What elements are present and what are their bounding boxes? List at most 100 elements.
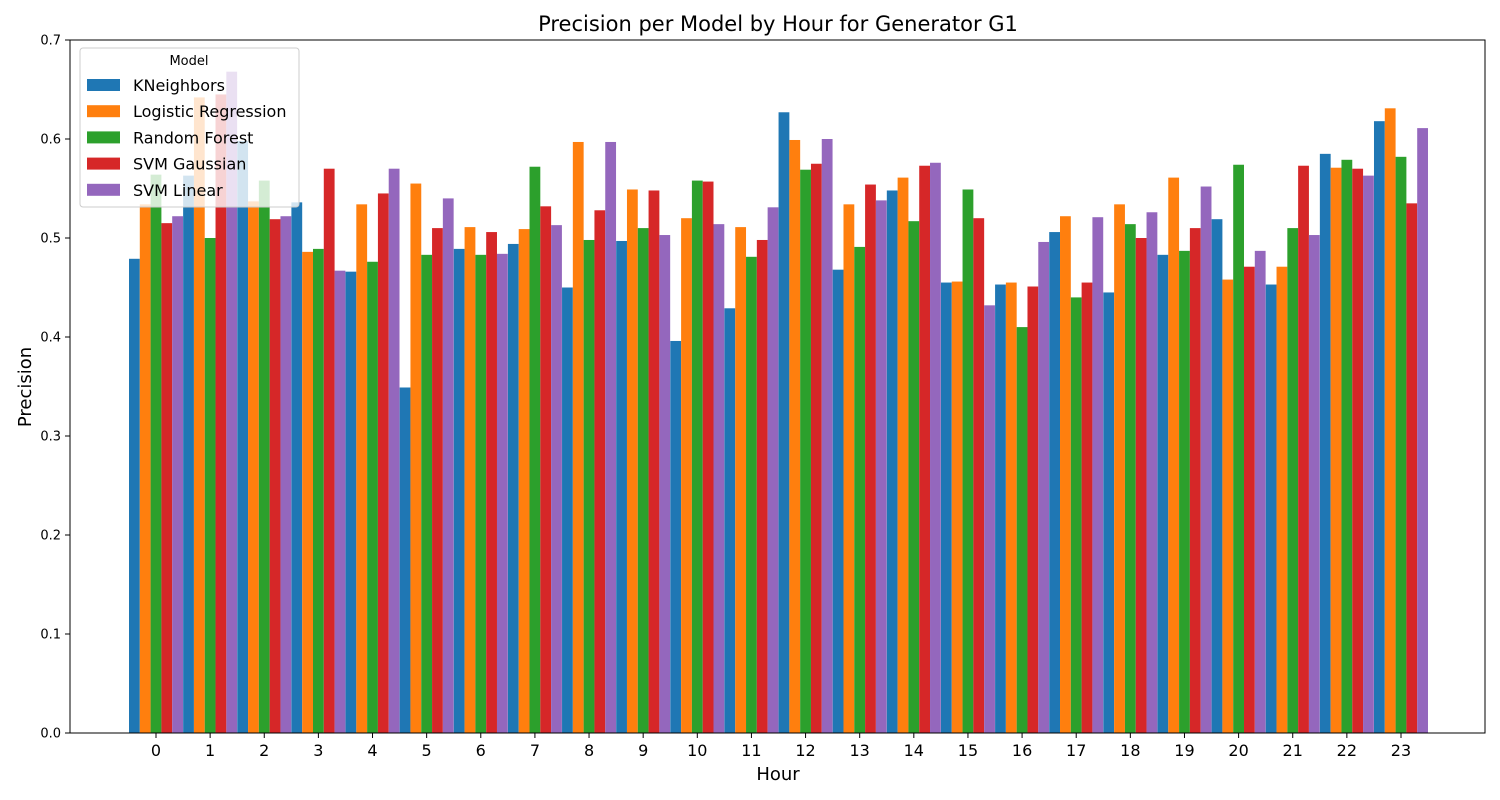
bar-svm-gaussian-hour-18 <box>1135 238 1147 733</box>
bar-logistic-regression-hour-4 <box>356 204 368 734</box>
bar-random-forest-hour-23 <box>1395 156 1407 733</box>
bar-svm-gaussian-hour-1 <box>215 94 227 733</box>
bar-svm-linear-hour-8 <box>605 141 617 734</box>
bar-random-forest-hour-20 <box>1233 164 1244 734</box>
y-tick-label: 0.4 <box>40 331 61 346</box>
bar-logistic-regression-hour-21 <box>1276 266 1288 733</box>
legend-label: SVM Gaussian <box>133 155 246 174</box>
legend-swatch <box>87 157 120 170</box>
bar-logistic-regression-hour-20 <box>1222 279 1234 733</box>
bar-svm-linear-hour-5 <box>442 198 454 733</box>
x-axis-label: Hour <box>756 764 800 785</box>
bar-svm-gaussian-hour-6 <box>486 232 497 733</box>
bar-svm-gaussian-hour-14 <box>919 165 931 734</box>
x-tick-label: 18 <box>1120 741 1140 760</box>
bar-random-forest-hour-1 <box>204 238 216 733</box>
bar-random-forest-hour-12 <box>800 169 811 733</box>
legend-label: Logistic Regression <box>133 102 286 121</box>
bar-svm-gaussian-hour-20 <box>1244 266 1255 733</box>
bar-svm-linear-hour-18 <box>1146 212 1158 733</box>
bar-svm-linear-hour-3 <box>334 270 346 733</box>
x-tick-label: 4 <box>367 741 377 760</box>
bar-svm-gaussian-hour-11 <box>756 239 768 734</box>
bar-svm-gaussian-hour-15 <box>973 218 985 733</box>
x-tick-label: 1 <box>205 741 215 760</box>
x-tick-label: 15 <box>958 741 978 760</box>
bar-svm-linear-hour-17 <box>1092 217 1104 733</box>
x-tick-label: 14 <box>904 741 924 760</box>
y-axis-label: Precision <box>15 347 36 427</box>
bar-svm-gaussian-hour-23 <box>1406 203 1418 734</box>
bar-svm-linear-hour-12 <box>821 139 833 733</box>
legend-swatch <box>87 183 120 196</box>
legend-swatch <box>87 105 120 118</box>
bar-logistic-regression-hour-11 <box>735 227 747 734</box>
bar-svm-linear-hour-19 <box>1200 186 1212 733</box>
legend-items: KNeighbors Logistic Regression Random Fore… <box>87 76 286 200</box>
bar-kneighbors-hour-22 <box>1319 153 1331 734</box>
bar-kneighbors-hour-18 <box>1103 292 1115 733</box>
bar-svm-linear-hour-10 <box>713 224 725 733</box>
bar-svm-gaussian-hour-22 <box>1352 168 1364 733</box>
bar-svm-linear-hour-11 <box>767 207 779 733</box>
y-tick-label: 0.3 <box>40 430 61 445</box>
bar-logistic-regression-hour-16 <box>1005 282 1017 733</box>
bar-logistic-regression-hour-22 <box>1330 167 1342 733</box>
bar-random-forest-hour-14 <box>908 221 920 734</box>
bar-random-forest-hour-21 <box>1287 228 1299 733</box>
bar-svm-linear-hour-6 <box>496 253 508 733</box>
bar-logistic-regression-hour-8 <box>572 141 584 734</box>
x-tick-label: 23 <box>1391 741 1411 760</box>
legend-box <box>79 47 300 208</box>
bar-svm-linear-hour-9 <box>659 235 671 733</box>
bar-logistic-regression-hour-14 <box>897 177 909 734</box>
x-tick-label: 3 <box>313 741 323 760</box>
bar-svm-gaussian-hour-7 <box>540 206 552 733</box>
bar-kneighbors-hour-11 <box>724 308 736 733</box>
bar-svm-linear-hour-4 <box>388 168 400 733</box>
bar-logistic-regression-hour-19 <box>1168 177 1180 734</box>
bar-kneighbors-hour-23 <box>1373 121 1385 734</box>
legend-label: KNeighbors <box>133 76 225 95</box>
y-tick-label: 0.5 <box>40 232 61 247</box>
x-tick-label: 22 <box>1337 741 1357 760</box>
legend-title: Model <box>169 54 208 69</box>
x-tick-label: 21 <box>1283 741 1303 760</box>
bar-svm-linear-hour-14 <box>930 162 941 733</box>
bar-random-forest-hour-16 <box>1016 327 1028 733</box>
legend-label: Random Forest <box>133 128 253 147</box>
bar-kneighbors-hour-2 <box>237 140 249 734</box>
bar-svm-linear-hour-22 <box>1363 175 1374 733</box>
bar-svm-gaussian-hour-8 <box>594 210 606 733</box>
bar-logistic-regression-hour-1 <box>193 97 205 734</box>
bar-kneighbors-hour-19 <box>1157 254 1169 733</box>
bar-random-forest-hour-8 <box>583 239 595 734</box>
y-tick-label: 0.0 <box>40 727 61 742</box>
bar-kneighbors-hour-15 <box>940 282 952 733</box>
bar-svm-linear-hour-20 <box>1254 250 1266 733</box>
bar-svm-linear-hour-0 <box>172 216 183 734</box>
bar-logistic-regression-hour-17 <box>1060 216 1071 734</box>
plot-frame <box>69 39 1486 734</box>
bar-svm-linear-hour-13 <box>875 200 887 733</box>
bar-svm-gaussian-hour-17 <box>1081 282 1093 733</box>
bar-kneighbors-hour-8 <box>562 287 573 733</box>
bar-logistic-regression-hour-2 <box>248 201 259 733</box>
x-tick-label: 12 <box>795 741 815 760</box>
x-tick-label: 13 <box>850 741 870 760</box>
bar-logistic-regression-hour-7 <box>518 229 530 733</box>
bar-random-forest-hour-4 <box>367 261 378 733</box>
bar-svm-linear-hour-2 <box>280 216 292 734</box>
bar-svm-linear-hour-16 <box>1038 241 1050 733</box>
x-tick-label: 9 <box>638 741 648 760</box>
x-tick-label: 5 <box>422 741 432 760</box>
y-tick-label: 0.6 <box>40 133 61 148</box>
bar-logistic-regression-hour-3 <box>302 251 313 734</box>
y-axis-ticks: 0.0 0.1 0.2 0.3 0.4 0.5 0.6 0.7 <box>40 34 70 742</box>
bar-random-forest-hour-22 <box>1341 159 1353 734</box>
bar-random-forest-hour-0 <box>150 174 162 733</box>
bar-random-forest-hour-19 <box>1179 250 1190 733</box>
bar-logistic-regression-hour-23 <box>1384 108 1396 733</box>
legend-swatch <box>87 79 120 91</box>
bar-svm-linear-hour-21 <box>1308 235 1320 733</box>
